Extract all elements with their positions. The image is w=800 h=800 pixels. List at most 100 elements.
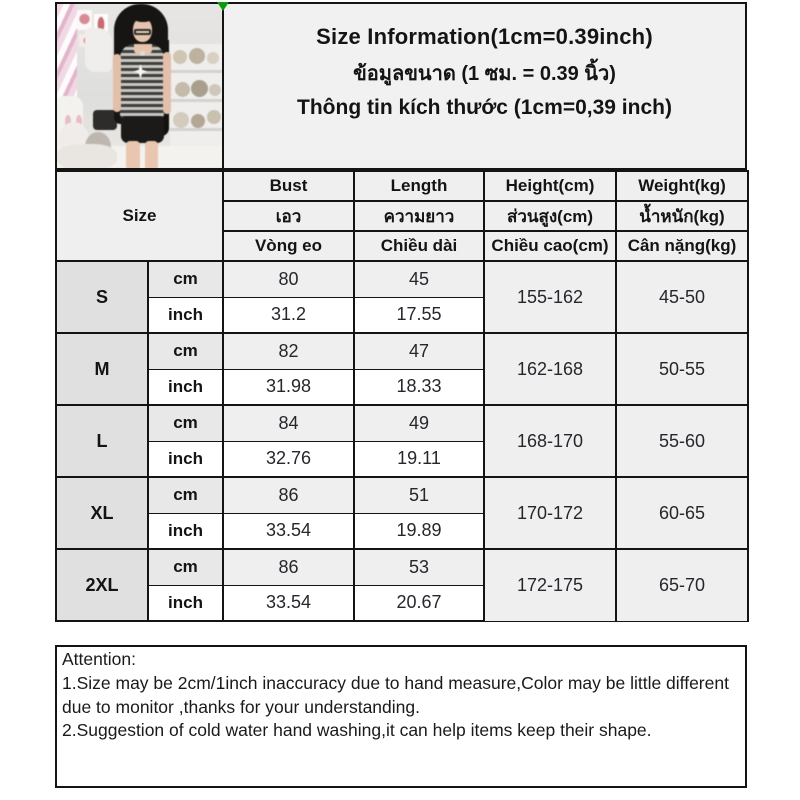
length-cm: 53 — [353, 548, 485, 586]
photo-illustration — [57, 4, 222, 168]
unit-inch: inch — [147, 584, 224, 622]
length-inch: 19.89 — [353, 512, 485, 550]
photo-art-card — [77, 10, 92, 30]
header-row-th: เอว ความยาว ส่วนสูง(cm) น้ำหนัก(kg) — [56, 200, 749, 232]
length-cm: 49 — [353, 404, 485, 442]
photo-bunny-ear — [65, 115, 71, 128]
product-photo — [57, 4, 224, 168]
model-glasses — [134, 29, 151, 35]
header-row-en: Size Bust Length Height(cm) Weight(kg) — [55, 170, 749, 262]
col-header-bust-en: Bust — [222, 170, 355, 202]
bust-inch: 31.98 — [222, 368, 355, 406]
weight-range: 65-70 — [615, 548, 749, 622]
bust-inch: 31.2 — [222, 296, 355, 334]
weight-range: 50-55 — [615, 332, 749, 406]
photo-plush-toy — [57, 144, 117, 168]
length-cm: 51 — [353, 476, 485, 514]
height-range: 172-175 — [483, 548, 617, 622]
length-inch: 17.55 — [353, 296, 485, 334]
table-row-s-inch: inch 31.2 17.55 — [56, 296, 748, 334]
photo-plush-toy — [175, 82, 190, 97]
height-range: 168-170 — [483, 404, 617, 478]
model-leg — [126, 141, 140, 168]
model-bangs — [131, 11, 155, 22]
model-striped-tank-top — [120, 44, 164, 120]
attention-note-1: 1.Size may be 2cm/1inch inaccuracy due t… — [62, 672, 729, 717]
bust-cm: 84 — [222, 404, 355, 442]
photo-plush-toy — [209, 84, 221, 96]
bust-cm: 82 — [222, 332, 355, 370]
height-range: 170-172 — [483, 476, 617, 550]
weight-range: 55-60 — [615, 404, 749, 478]
title-vietnamese: Thông tin kích thước (1cm=0,39 inch) — [297, 96, 672, 119]
table-row-m-cm: M cm 82 47 162-168 50-55 — [55, 332, 749, 406]
title-english: Size Information(1cm=0.39inch) — [316, 24, 653, 49]
length-inch: 19.11 — [353, 440, 485, 478]
size-label-l: L — [55, 404, 149, 478]
col-header-bust-th: เอว — [222, 200, 355, 232]
unit-inch: inch — [147, 440, 224, 478]
model-necklace — [140, 51, 145, 56]
photo-plush-toy — [191, 114, 205, 128]
col-header-bust-vi: Vòng eo — [222, 230, 355, 262]
unit-inch: inch — [147, 368, 224, 406]
table-row-l-cm: L cm 84 49 168-170 55-60 — [55, 404, 749, 478]
col-header-length-vi: Chiều dài — [353, 230, 485, 262]
model-neckline — [134, 44, 152, 55]
table-row-2xl-cm: 2XL cm 86 53 172-175 65-70 — [55, 548, 749, 622]
bust-cm: 80 — [222, 260, 355, 298]
weight-range: 45-50 — [615, 260, 749, 334]
table-row-xl-cm: XL cm 86 51 170-172 60-65 — [55, 476, 749, 550]
photo-plush-toy — [207, 110, 221, 124]
photo-hanging-garment — [85, 28, 112, 72]
header-band: Size Information(1cm=0.39inch) ข้อมูลขนา… — [55, 2, 747, 170]
photo-plush-toy — [189, 48, 205, 64]
photo-plush-toy — [191, 80, 208, 97]
table-row-s-cm: S cm 80 45 155-162 45-50 — [55, 260, 749, 334]
height-range: 155-162 — [483, 260, 617, 334]
green-corner-artifact — [217, 2, 229, 11]
size-label-s: S — [55, 260, 149, 334]
bust-cm: 86 — [222, 476, 355, 514]
photo-plush-toy — [207, 52, 219, 64]
photo-bunny-ear — [76, 115, 82, 128]
size-corner-header: Size — [55, 170, 224, 262]
attention-note-2: 2.Suggestion of cold water hand washing,… — [62, 720, 652, 741]
table-row-m-inch: inch 31.98 18.33 — [56, 368, 748, 406]
table-row-2xl-inch: inch 33.54 20.67 — [56, 584, 748, 622]
col-header-height-th: ส่วนสูง(cm) — [483, 200, 617, 232]
col-header-length-en: Length — [353, 170, 485, 202]
attention-heading: Attention: — [62, 649, 136, 669]
bust-inch: 33.54 — [222, 512, 355, 550]
unit-cm: cm — [147, 332, 224, 370]
model-shorts — [121, 116, 164, 143]
model-leg — [145, 141, 158, 168]
photo-camera — [93, 110, 117, 130]
col-header-weight-en: Weight(kg) — [615, 170, 749, 202]
unit-cm: cm — [147, 548, 224, 586]
bust-inch: 33.54 — [222, 584, 355, 622]
model-arm — [113, 54, 121, 112]
title-thai: ข้อมูลขนาด (1 ซม. = 0.39 นิ้ว) — [353, 63, 616, 85]
col-header-length-th: ความยาว — [353, 200, 485, 232]
height-range: 162-168 — [483, 332, 617, 406]
table-row-l-inch: inch 32.76 19.11 — [56, 440, 748, 478]
photo-plush-toy — [173, 50, 187, 64]
col-header-weight-vi: Cân nặng(kg) — [615, 230, 749, 262]
unit-inch: inch — [147, 296, 224, 334]
weight-range: 60-65 — [615, 476, 749, 550]
size-label-2xl: 2XL — [55, 548, 149, 622]
model-arm — [163, 52, 171, 114]
header-row-vi: Vòng eo Chiều dài Chiều cao(cm) Cân nặng… — [56, 230, 749, 262]
size-label-m: M — [55, 332, 149, 406]
photo-poster — [57, 4, 77, 116]
length-cm: 47 — [353, 332, 485, 370]
length-cm: 45 — [353, 260, 485, 298]
length-inch: 18.33 — [353, 368, 485, 406]
unit-cm: cm — [147, 260, 224, 298]
table-row-xl-inch: inch 33.54 19.89 — [56, 512, 748, 550]
col-header-height-vi: Chiều cao(cm) — [483, 230, 617, 262]
attention-box: Attention: 1.Size may be 2cm/1inch inacc… — [55, 645, 747, 788]
photo-plush-toy — [173, 112, 189, 128]
